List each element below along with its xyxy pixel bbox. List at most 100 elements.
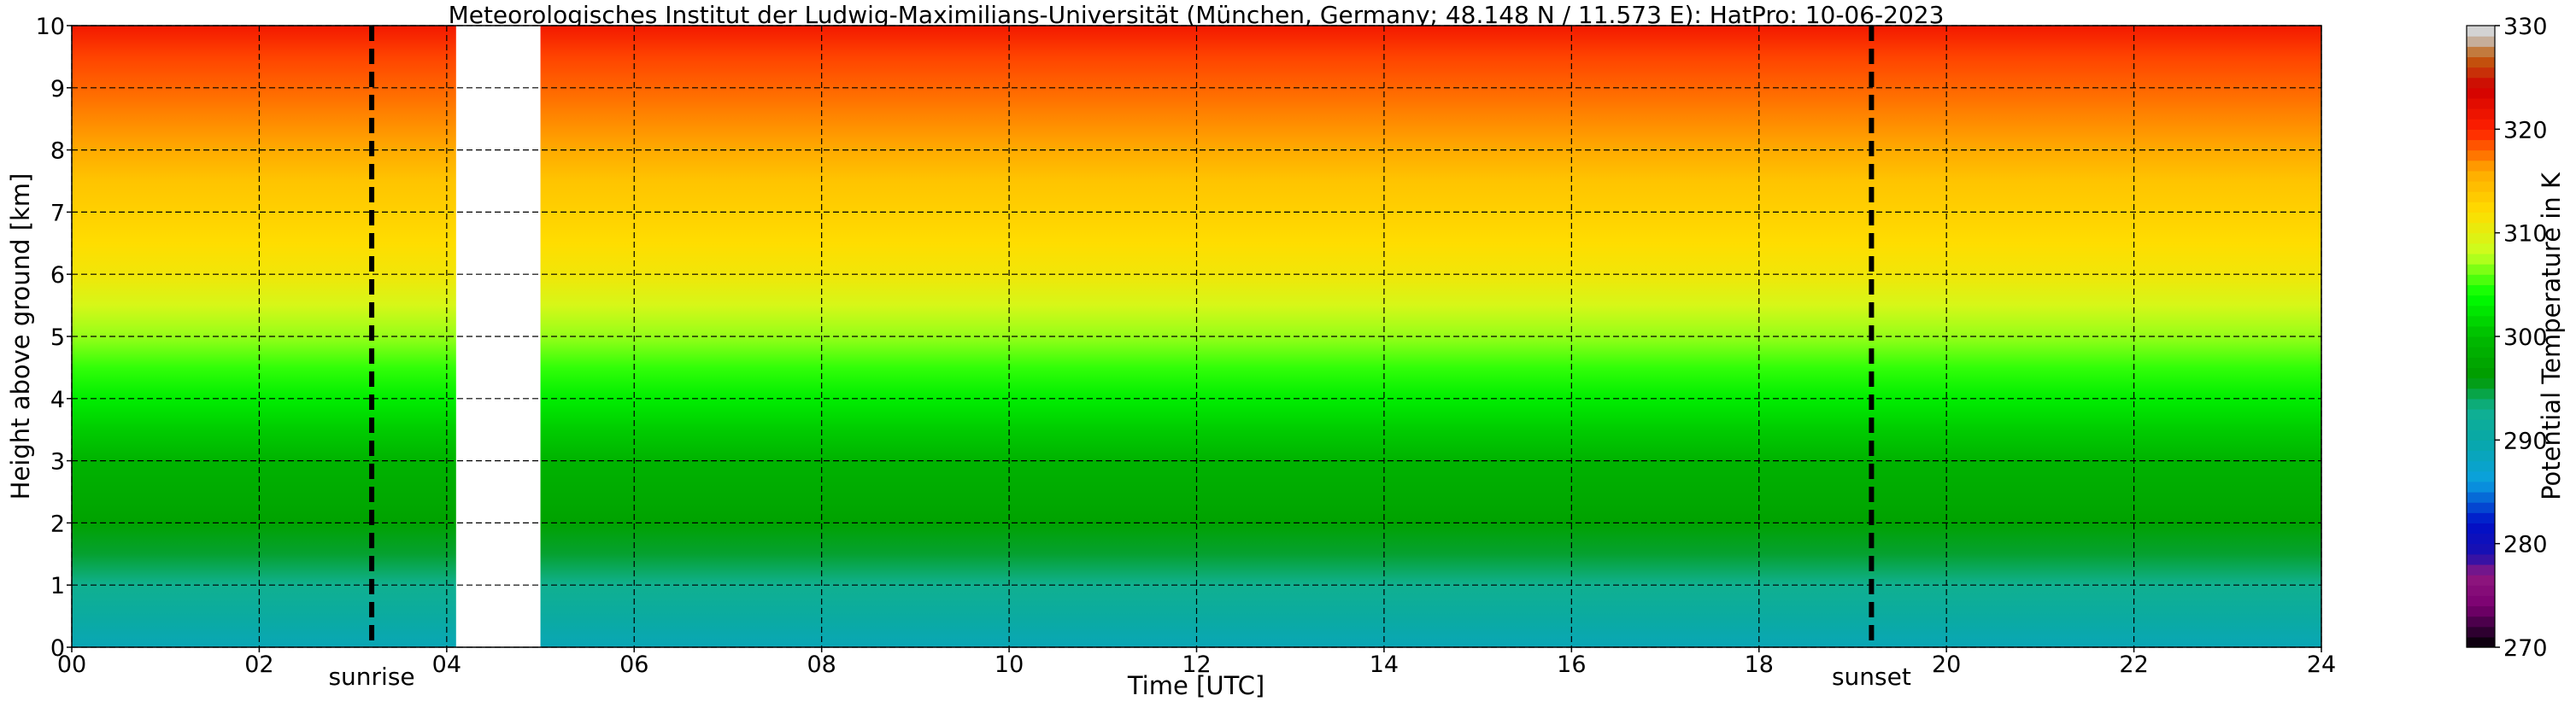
y-tick-label: 6	[50, 262, 65, 289]
x-tick-label: 12	[1182, 651, 1211, 678]
x-tick-label: 18	[1745, 651, 1774, 678]
x-axis-ticks: 00 02 04 06 08 10 12 14 16 18 20 22 24	[57, 647, 2336, 678]
y-tick-label: 2	[50, 511, 65, 537]
colorbar-segment	[2467, 212, 2495, 224]
colorbar-segment	[2467, 575, 2495, 586]
event-labels: sunrise sunset	[328, 663, 1910, 691]
colorbar-segment	[2467, 315, 2495, 327]
colorbar-segment	[2467, 357, 2495, 368]
colorbar-segment	[2467, 222, 2495, 234]
colorbar-segment	[2467, 408, 2495, 420]
colorbar-segment	[2467, 253, 2495, 265]
colorbar-segment	[2467, 543, 2495, 555]
x-tick-label: 14	[1370, 651, 1399, 678]
colorbar-segment	[2467, 347, 2495, 358]
colorbar-segment	[2467, 481, 2495, 493]
x-axis-title: Time [UTC]	[1127, 671, 1265, 700]
colorbar-segment	[2467, 616, 2495, 628]
colorbar-segment	[2467, 232, 2495, 244]
colorbar-segment	[2467, 564, 2495, 576]
x-tick-label: 04	[432, 651, 461, 678]
y-tick-label: 9	[50, 76, 65, 102]
colorbar-segment	[2467, 97, 2495, 109]
colorbar-tick-label: 270	[2503, 635, 2548, 662]
colorbar-tick-label: 290	[2503, 428, 2548, 454]
colorbar-segment	[2467, 533, 2495, 545]
colorbar-segment	[2467, 595, 2495, 607]
colorbar-segment	[2467, 119, 2495, 130]
colorbar-segment	[2467, 636, 2495, 648]
y-axis-ticks: 0 1 2 3 4 5 6 7 8 9 10	[36, 14, 72, 662]
colorbar-tick-label: 330	[2503, 14, 2548, 40]
y-tick-label: 7	[50, 200, 65, 226]
colorbar-segment	[2467, 553, 2495, 565]
colorbar-segment	[2467, 605, 2495, 617]
colorbar-tick-label: 310	[2503, 221, 2548, 248]
colorbar-segment	[2467, 87, 2495, 99]
colorbar-segment	[2467, 626, 2495, 638]
colorbar-segment	[2467, 470, 2495, 482]
colorbar-segment	[2467, 460, 2495, 472]
colorbar: 270 280 290 300 310 320 330 Potential Temperat…	[2466, 14, 2566, 662]
colorbar-tick-label: 280	[2503, 532, 2548, 558]
colorbar-title: Potential Temperature in K	[2537, 172, 2566, 500]
x-tick-label: 20	[1932, 651, 1961, 678]
colorbar-tick-label: 300	[2503, 324, 2548, 351]
colorbar-segment	[2467, 284, 2495, 296]
colorbar-segment	[2467, 160, 2495, 172]
colorbar-segment	[2467, 26, 2495, 37]
x-tick-label: 16	[1557, 651, 1586, 678]
colorbar-segment	[2467, 36, 2495, 47]
y-tick-label: 4	[50, 387, 65, 413]
x-tick-label: 00	[57, 651, 86, 678]
grid-layer	[71, 25, 2322, 648]
colorbar-segments	[2467, 26, 2495, 648]
colorbar-segment	[2467, 512, 2495, 523]
colorbar-segment	[2467, 295, 2495, 307]
colorbar-segment	[2467, 264, 2495, 275]
y-tick-label: 5	[50, 324, 65, 351]
colorbar-segment	[2467, 56, 2495, 68]
y-axis-title: Height above ground [km]	[6, 173, 35, 500]
chart-title: Meteorologisches Institut der Ludwig-Max…	[449, 1, 1945, 29]
colorbar-segment	[2467, 377, 2495, 389]
y-tick-label: 8	[50, 138, 65, 165]
x-tick-label: 10	[995, 651, 1024, 678]
colorbar-segment	[2467, 242, 2495, 254]
event-layer	[369, 26, 1875, 647]
colorbar-ticks: 270 280 290 300 310 320 330	[2495, 14, 2548, 662]
colorbar-segment	[2467, 523, 2495, 535]
x-tick-label: 24	[2307, 651, 2336, 678]
colorbar-segment	[2467, 77, 2495, 89]
colorbar-segment	[2467, 129, 2495, 141]
x-tick-label: 02	[244, 651, 273, 678]
colorbar-segment	[2467, 202, 2495, 213]
colorbar-segment	[2467, 108, 2495, 120]
colorbar-segment	[2467, 191, 2495, 202]
x-tick-label: 08	[807, 651, 836, 678]
plot-area	[71, 25, 2322, 648]
event-label-sunset: sunset	[1832, 663, 1911, 691]
colorbar-tick-label: 320	[2503, 117, 2548, 143]
colorbar-segment	[2467, 367, 2495, 379]
colorbar-segment	[2467, 440, 2495, 452]
colorbar-segment	[2467, 388, 2495, 400]
colorbar-segment	[2467, 170, 2495, 182]
y-tick-label: 0	[50, 635, 65, 662]
x-tick-label: 22	[2119, 651, 2148, 678]
colorbar-segment	[2467, 149, 2495, 161]
colorbar-segment	[2467, 450, 2495, 462]
colorbar-segment	[2467, 502, 2495, 513]
colorbar-segment	[2467, 585, 2495, 596]
colorbar-segment	[2467, 336, 2495, 348]
colorbar-segment	[2467, 67, 2495, 79]
x-tick-label: 06	[619, 651, 648, 678]
colorbar-segment	[2467, 305, 2495, 317]
colorbar-segment	[2467, 139, 2495, 151]
y-tick-label: 10	[36, 14, 65, 40]
colorbar-segment	[2467, 398, 2495, 410]
colorbar-segment	[2467, 429, 2495, 441]
colorbar-segment	[2467, 46, 2495, 57]
